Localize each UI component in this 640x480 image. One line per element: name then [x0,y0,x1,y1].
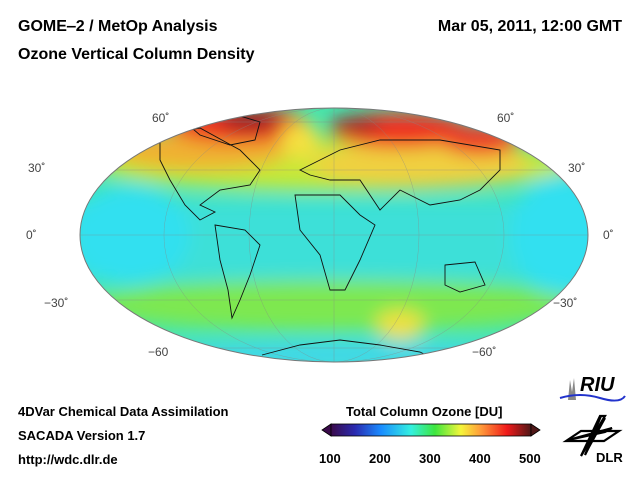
lat-label-left-0: 0˚ [26,228,37,242]
colorbar-tick: 200 [369,451,391,466]
lat-label-left-30: 30˚ [28,161,46,175]
lat-label-left-minus60: −60 [148,345,169,359]
footer-line-1: 4DVar Chemical Data Assimilation [18,404,229,419]
product-subtitle: Ozone Vertical Column Density [18,46,255,63]
timestamp: Mar 05, 2011, 12:00 GMT [437,18,622,35]
colorbar-tick: 500 [519,451,541,466]
lat-label-left-60: 60˚ [152,111,170,125]
lat-label-right-0: 0˚ [603,228,614,242]
dlr-logo [562,414,623,457]
footer-url[interactable]: http://wdc.dlr.de [18,452,118,467]
lat-label-right-30: 30˚ [568,161,586,175]
lat-label-left-minus30: −30˚ [44,296,69,310]
dlr-logo-text: DLR [596,450,623,465]
lat-label-right-minus60: −60˚ [472,345,497,359]
riu-logo [559,378,626,402]
lat-label-right-minus30: −30˚ [553,296,578,310]
colorbar-tick: 400 [469,451,491,466]
riu-logo-text: RIU [580,374,615,396]
product-title: GOME‒2 / MetOp Analysis [18,18,218,35]
colorbar-tick: 300 [419,451,441,466]
footer-line-2: SACADA Version 1.7 [18,428,146,443]
colorbar [321,423,541,437]
lat-label-right-60: 60˚ [497,111,515,125]
ozone-field [80,108,588,362]
colorbar-title: Total Column Ozone [DU] [346,404,503,419]
map-border [79,107,589,363]
colorbar-tick: 100 [319,451,341,466]
